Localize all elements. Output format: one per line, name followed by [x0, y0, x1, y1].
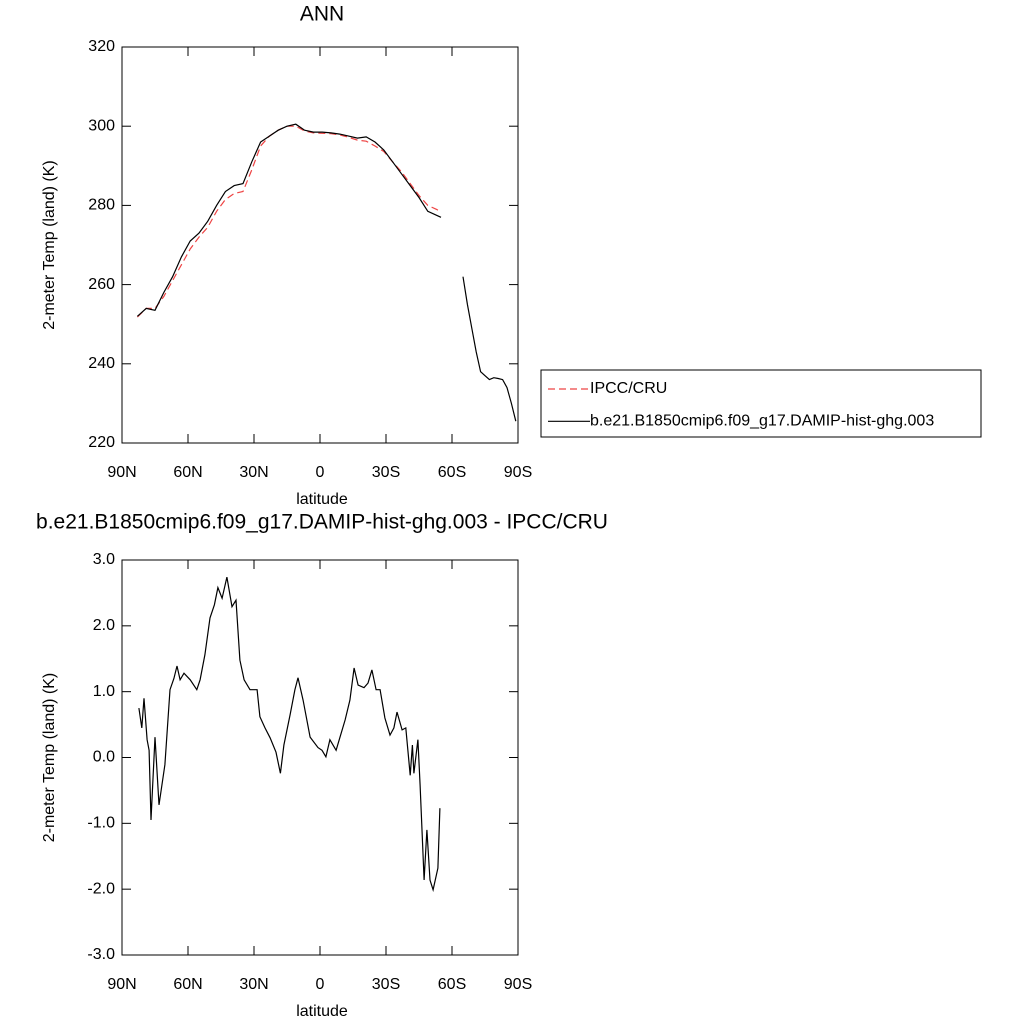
y-tick-label: 2.0 [93, 617, 115, 634]
y-tick-label: 240 [88, 355, 115, 372]
x-tick-label: 90S [504, 464, 532, 481]
y-tick-label: 300 [88, 117, 115, 134]
data-line [136, 123, 517, 422]
chart-title: ANN [300, 3, 344, 26]
y-axis-label: 2-meter Temp (land) (K) [41, 673, 58, 843]
data-line [136, 125, 442, 318]
x-tick-label: 60N [173, 976, 202, 993]
x-tick-label: 60N [173, 464, 202, 481]
y-tick-label: 220 [88, 434, 115, 451]
y-tick-label: 320 [88, 38, 115, 55]
x-tick-label: 30S [372, 464, 400, 481]
legend-label: b.e21.B1850cmip6.f09_g17.DAMIP-hist-ghg.… [590, 413, 934, 430]
y-tick-label: 3.0 [93, 551, 115, 568]
y-tick-label: -2.0 [87, 880, 115, 897]
x-tick-label: 30N [239, 976, 268, 993]
plot-frame [121, 559, 519, 956]
y-axis-label: 2-meter Temp (land) (K) [41, 160, 58, 330]
x-tick-label: 60S [438, 464, 466, 481]
x-tick-label: 60S [438, 976, 466, 993]
data-line [138, 576, 441, 893]
y-tick-label: 0.0 [93, 749, 115, 766]
y-tick-label: 260 [88, 276, 115, 293]
x-tick-label: 0 [316, 976, 325, 993]
chart-title: b.e21.B1850cmip6.f09_g17.DAMIP-hist-ghg.… [36, 511, 608, 534]
x-axis-label: latitude [296, 491, 348, 508]
x-tick-label: 30S [372, 976, 400, 993]
x-axis-label: latitude [296, 1003, 348, 1020]
x-tick-label: 0 [316, 464, 325, 481]
y-tick-label: 280 [88, 197, 115, 214]
y-tick-label: -3.0 [87, 946, 115, 963]
x-tick-label: 90S [504, 976, 532, 993]
plot-frame [121, 46, 519, 444]
y-tick-label: -1.0 [87, 815, 115, 832]
x-tick-label: 90N [107, 464, 136, 481]
legend-label: IPCC/CRU [590, 380, 667, 397]
x-tick-label: 30N [239, 464, 268, 481]
x-tick-label: 90N [107, 976, 136, 993]
legend-box [540, 369, 982, 438]
y-tick-label: 1.0 [93, 683, 115, 700]
